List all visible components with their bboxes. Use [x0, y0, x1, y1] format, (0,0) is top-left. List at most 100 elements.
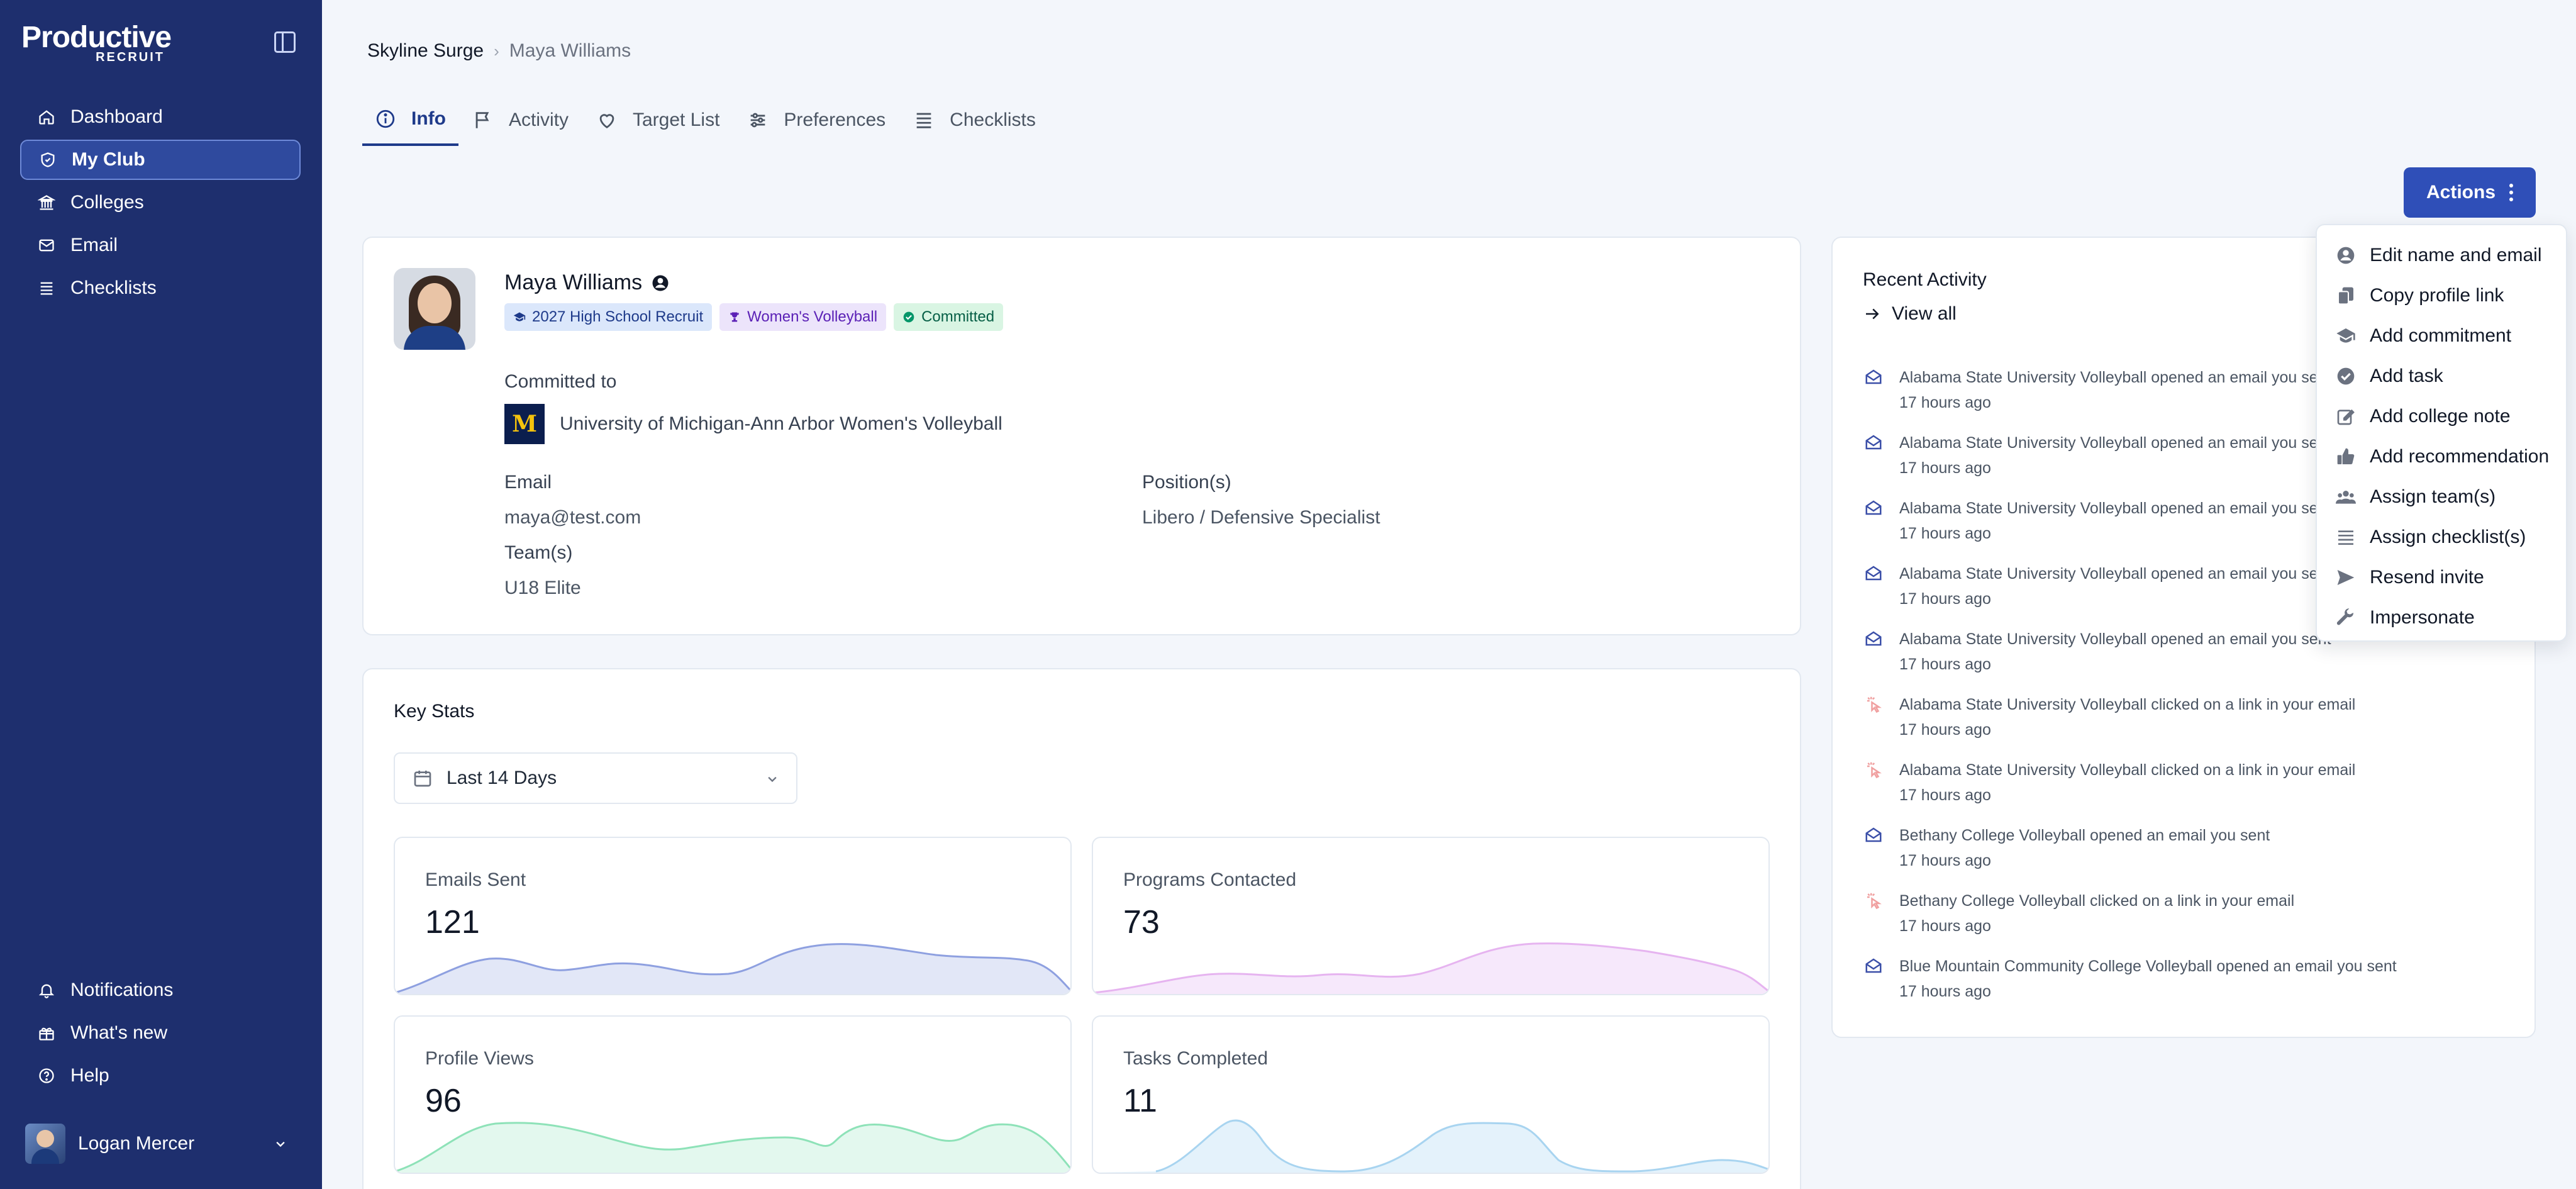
college-logo: M [504, 404, 545, 444]
list-item[interactable]: Bethany College Volleyball clicked on a … [1864, 888, 2518, 954]
sidebar-item-colleges[interactable]: Colleges [20, 182, 301, 223]
menu-item-copy-profile-link[interactable]: Copy profile link [2317, 276, 2566, 316]
trophy-icon [730, 312, 739, 322]
sparkline [1093, 942, 1768, 994]
key-stats-title: Key Stats [394, 701, 475, 722]
list-item[interactable]: Bethany College Volleyball opened an ema… [1864, 823, 2518, 888]
menu-item-impersonate[interactable]: Impersonate [2317, 598, 2566, 638]
list-item[interactable]: Alabama State University Volleyball open… [1864, 430, 2518, 496]
list-item[interactable]: Alabama State University Volleyball open… [1864, 365, 2518, 430]
mail-open-icon [1865, 566, 1882, 581]
breadcrumb: Skyline Surge › Maya Williams [367, 40, 631, 62]
menu-item-edit-name-email[interactable]: Edit name and email [2317, 235, 2566, 276]
sidebar-bottom-nav: Notifications What's new Help [20, 970, 301, 1098]
sparkline-area [395, 944, 1070, 994]
sidebar-item-label: What's new [70, 1022, 168, 1043]
list-item[interactable]: Alabama State University Volleyball clic… [1864, 757, 2518, 823]
tab-info[interactable]: Info [362, 94, 458, 146]
activity-text: Alabama State University Volleyball clic… [1899, 761, 2356, 779]
list-item[interactable]: Blue Mountain Community College Volleyba… [1864, 954, 2518, 1019]
date-range-value: Last 14 Days [447, 768, 557, 788]
activity-time: 17 hours ago [1899, 983, 1991, 1000]
menu-item-add-task[interactable]: Add task [2317, 356, 2566, 396]
date-range-select[interactable]: Last 14 Days [394, 752, 797, 804]
info-icon [376, 109, 395, 128]
menu-item-label: Assign checklist(s) [2370, 527, 2526, 547]
status-badge: Committed [894, 303, 1004, 331]
sidebar-toggle-icon[interactable] [274, 31, 296, 53]
breadcrumb-separator: › [494, 41, 499, 60]
wrench-icon [2336, 608, 2354, 625]
sidebar-item-checklists[interactable]: Checklists [20, 268, 301, 308]
menu-item-add-commitment[interactable]: Add commitment [2317, 316, 2566, 356]
activity-time: 17 hours ago [1899, 917, 1991, 935]
menu-item-add-recommendation[interactable]: Add recommendation [2317, 437, 2566, 477]
stat-label: Tasks Completed [1123, 1048, 1269, 1069]
tab-label: Target List [633, 109, 720, 130]
menu-item-assign-checklists[interactable]: Assign checklist(s) [2317, 517, 2566, 557]
activity-time: 17 hours ago [1899, 721, 1991, 739]
athlete-name: Maya Williams [504, 271, 670, 295]
more-vertical-icon [2509, 184, 2513, 201]
sparkline [1093, 1119, 1768, 1173]
tab-preferences[interactable]: Preferences [733, 94, 899, 146]
user-circle-icon[interactable] [651, 274, 670, 293]
list-item[interactable]: Alabama State University Volleyball open… [1864, 561, 2518, 627]
user-menu[interactable]: Logan Mercer [25, 1124, 289, 1164]
committed-college[interactable]: M University of Michigan-Ann Arbor Women… [504, 404, 1002, 444]
athlete-avatar [394, 268, 475, 350]
sidebar-item-help[interactable]: Help [20, 1056, 301, 1096]
menu-item-add-college-note[interactable]: Add college note [2317, 396, 2566, 437]
actions-button[interactable]: Actions [2404, 167, 2536, 218]
teams-value: U18 Elite [504, 578, 581, 598]
menu-item-label: Edit name and email [2370, 245, 2542, 265]
sparkline-line [1155, 1119, 1768, 1173]
sparkline [395, 943, 1070, 994]
sidebar: Productive RECRUIT Dashboard My Club Col… [0, 0, 322, 1189]
stat-label: Profile Views [425, 1048, 534, 1069]
sidebar-item-label: Checklists [70, 277, 157, 298]
badge-label: Committed [921, 308, 995, 325]
pointer-click-icon [1867, 762, 1882, 779]
sidebar-item-email[interactable]: Email [20, 225, 301, 265]
email-label: Email [504, 472, 552, 493]
sidebar-item-whats-new[interactable]: What's new [20, 1013, 301, 1053]
tab-bar: Info Activity Target List Preferences Ch… [362, 94, 1050, 146]
pointer-click-icon [1867, 893, 1882, 910]
menu-item-label: Add recommendation [2370, 446, 2550, 467]
copy-icon [2338, 287, 2353, 305]
activity-text: Alabama State University Volleyball clic… [1899, 696, 2356, 713]
building-icon [36, 193, 57, 213]
breadcrumb-root[interactable]: Skyline Surge [367, 40, 484, 61]
logo[interactable]: Productive RECRUIT [21, 23, 172, 65]
tab-activity[interactable]: Activity [458, 94, 582, 146]
menu-item-assign-teams[interactable]: Assign team(s) [2317, 477, 2566, 517]
activity-text: Alabama State University Volleyball open… [1899, 369, 2331, 386]
activity-text: Blue Mountain Community College Volleyba… [1899, 957, 2397, 975]
graduation-cap-icon [2336, 328, 2355, 343]
stat-label: Programs Contacted [1123, 869, 1297, 890]
menu-item-label: Copy profile link [2370, 285, 2504, 306]
sidebar-item-label: Colleges [70, 192, 144, 213]
sidebar-item-dashboard[interactable]: Dashboard [20, 97, 301, 137]
stat-card-tasks-completed: Tasks Completed 11 [1092, 1015, 1770, 1174]
thumbs-up-icon [2337, 448, 2355, 464]
list-item[interactable]: Alabama State University Volleyball clic… [1864, 692, 2518, 757]
tab-checklists[interactable]: Checklists [899, 94, 1050, 146]
view-all-link[interactable]: View all [1863, 303, 1957, 325]
tab-label: Checklists [950, 109, 1036, 130]
stat-value: 73 [1123, 904, 1160, 941]
mail-open-icon [1865, 369, 1882, 384]
logo-subtext: RECRUIT [96, 50, 165, 64]
menu-item-label: Resend invite [2370, 567, 2484, 588]
menu-item-resend-invite[interactable]: Resend invite [2317, 557, 2566, 598]
list-item[interactable]: Alabama State University Volleyball open… [1864, 496, 2518, 561]
stat-card-programs-contacted: Programs Contacted 73 [1092, 837, 1770, 995]
tab-target-list[interactable]: Target List [582, 94, 733, 146]
sidebar-item-my-club[interactable]: My Club [20, 140, 301, 180]
badge-label: Women's Volleyball [747, 308, 878, 325]
sidebar-item-notifications[interactable]: Notifications [20, 970, 301, 1010]
list-item[interactable]: Alabama State University Volleyball open… [1864, 627, 2518, 692]
menu-item-label: Add commitment [2370, 325, 2512, 346]
check-circle-icon [903, 311, 914, 323]
